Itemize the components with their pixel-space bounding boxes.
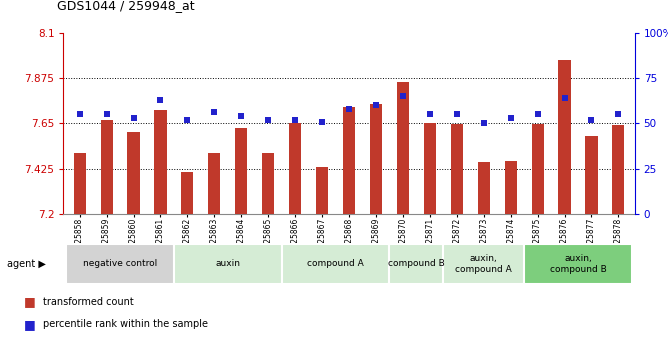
Text: compound B: compound B xyxy=(388,259,445,268)
Bar xyxy=(504,160,517,214)
Bar xyxy=(389,244,444,284)
Bar xyxy=(532,124,544,214)
Bar xyxy=(397,82,409,214)
Bar xyxy=(235,128,247,214)
Text: GDS1044 / 259948_at: GDS1044 / 259948_at xyxy=(57,0,194,12)
Bar xyxy=(613,125,625,214)
Bar xyxy=(282,244,389,284)
Bar xyxy=(128,132,140,214)
Bar xyxy=(262,152,275,214)
Text: agent ▶: agent ▶ xyxy=(7,259,45,269)
Bar xyxy=(558,60,570,214)
Bar xyxy=(73,152,86,214)
Text: auxin: auxin xyxy=(215,259,240,268)
Bar xyxy=(478,161,490,214)
Bar xyxy=(524,244,632,284)
Bar xyxy=(154,110,166,214)
Text: ■: ■ xyxy=(23,318,35,331)
Bar xyxy=(289,123,301,214)
Bar xyxy=(585,136,598,214)
Bar xyxy=(444,244,524,284)
Bar xyxy=(451,124,463,214)
Text: ■: ■ xyxy=(23,295,35,308)
Text: percentile rank within the sample: percentile rank within the sample xyxy=(43,319,208,329)
Text: transformed count: transformed count xyxy=(43,297,134,307)
Bar xyxy=(181,171,194,214)
Bar xyxy=(370,104,382,214)
Bar xyxy=(208,152,220,214)
Bar xyxy=(100,120,113,214)
Bar xyxy=(343,107,355,214)
Text: auxin,
compound A: auxin, compound A xyxy=(456,254,512,274)
Bar xyxy=(316,167,328,214)
Bar xyxy=(174,244,282,284)
Text: compound A: compound A xyxy=(307,259,364,268)
Text: negative control: negative control xyxy=(83,259,157,268)
Bar xyxy=(424,123,436,214)
Text: auxin,
compound B: auxin, compound B xyxy=(550,254,607,274)
Bar xyxy=(66,244,174,284)
